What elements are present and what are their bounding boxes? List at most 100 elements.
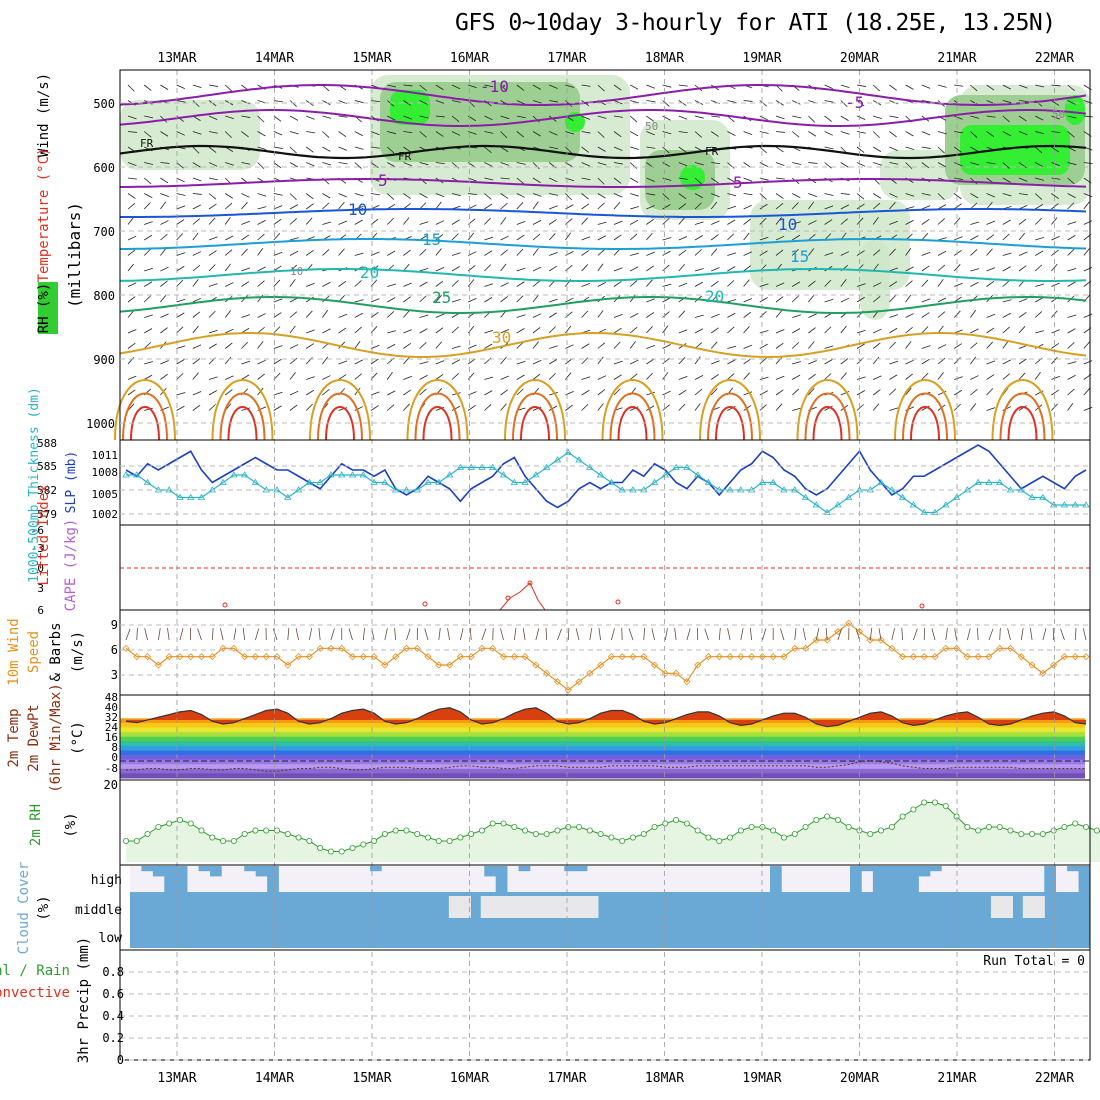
- cloud-high-bar: [244, 866, 257, 872]
- wind-barb: [759, 357, 767, 365]
- rh2m-marker: [975, 827, 982, 834]
- wind-barb: [646, 84, 655, 89]
- wind-barb: [824, 162, 832, 169]
- cloud-high-bar: [850, 866, 862, 892]
- wind-barb: [759, 131, 769, 134]
- wind-barb: [613, 177, 622, 184]
- wind-barb: [646, 312, 655, 318]
- isotherm-15: [120, 238, 1087, 250]
- wind10m-marker: [942, 644, 950, 652]
- rh2m-marker: [770, 827, 777, 834]
- wind-barb: [630, 84, 639, 90]
- rh2m-marker: [478, 827, 485, 834]
- wind-barb: [970, 342, 978, 349]
- wind-barb: [387, 283, 396, 287]
- wind10m-barb: [651, 628, 655, 641]
- wind-barb: [565, 325, 572, 334]
- wind-barb: [419, 281, 428, 287]
- wind-barb: [808, 360, 817, 365]
- rh2m-marker: [511, 824, 518, 831]
- wind-barb: [549, 193, 559, 196]
- wind-barb: [1067, 388, 1075, 396]
- wind-barb: [192, 372, 199, 380]
- precip-tick: 0.2: [102, 1031, 124, 1045]
- wind10m-barb: [394, 628, 397, 641]
- wind-barb: [143, 281, 153, 287]
- wind-barb: [1002, 312, 1011, 318]
- wind-barb: [435, 220, 445, 225]
- wind-barb: [630, 146, 639, 150]
- wind-barb: [176, 392, 186, 396]
- cloud-middle-gap: [555, 896, 567, 918]
- rh2m-marker: [220, 838, 227, 845]
- wind-barb: [662, 357, 670, 365]
- wind-barb: [970, 375, 979, 380]
- wind10m-marker: [187, 653, 195, 661]
- wind-barb: [646, 177, 655, 182]
- wind-barb: [176, 405, 185, 411]
- wind10m-marker: [176, 653, 184, 661]
- wind-barb: [710, 201, 718, 210]
- thickness-marker: [187, 493, 195, 500]
- wind10m-marker: [1082, 653, 1090, 661]
- isotherm-surface-loop: [715, 406, 745, 441]
- cloud-middle-gap: [448, 896, 461, 918]
- wind-barb: [630, 131, 639, 137]
- wind10m-barb: [500, 628, 504, 641]
- wind-barb: [921, 233, 929, 241]
- wind-barb: [225, 375, 234, 380]
- wind10m-marker: [564, 686, 572, 694]
- wind-barb: [500, 146, 509, 153]
- wind-barb: [192, 297, 202, 303]
- wind-barb: [338, 341, 346, 349]
- wind10m-barb: [727, 628, 731, 641]
- wind-barb: [257, 115, 265, 123]
- wind-barb: [549, 252, 558, 256]
- wind10m-barb: [144, 628, 148, 641]
- wind-barb: [354, 193, 364, 197]
- wind-barb: [532, 294, 539, 303]
- rh2m-marker: [565, 824, 572, 831]
- wind-barb: [176, 359, 185, 365]
- wind-barb: [225, 328, 234, 334]
- wind-barb: [581, 84, 591, 87]
- wind-barb: [581, 390, 590, 396]
- wind-barb: [403, 84, 413, 87]
- thickness-marker: [877, 478, 885, 485]
- wind-barb: [743, 311, 752, 318]
- wind-barb: [662, 218, 670, 225]
- cloud-high-bar: [770, 866, 782, 892]
- wind-barb: [516, 360, 526, 365]
- wind-barb: [532, 131, 541, 137]
- wind10m-barb: [704, 628, 709, 641]
- wind-barb: [1002, 84, 1012, 90]
- wind-barb: [597, 310, 604, 318]
- wind-barb: [694, 268, 704, 272]
- wind-barb: [970, 235, 979, 241]
- wind-barb: [581, 264, 589, 272]
- wind-barb: [678, 282, 688, 287]
- wind-barb: [484, 404, 492, 411]
- wind-barb: [241, 202, 248, 210]
- wind-barb: [1067, 177, 1075, 185]
- cloud-axis-title: Cloud Cover: [16, 862, 32, 955]
- wind10m-marker: [230, 644, 238, 652]
- rh2m-marker: [888, 824, 895, 831]
- wind-barb: [224, 310, 232, 318]
- wind10m-marker: [801, 644, 810, 652]
- wind-barb: [484, 193, 492, 200]
- wind-barb: [678, 115, 688, 120]
- wind-barb: [759, 283, 769, 287]
- wind-barb: [516, 281, 525, 287]
- wind10m-tick: 6: [111, 643, 118, 657]
- wind-barb: [759, 115, 769, 121]
- wind-barb: [484, 264, 492, 272]
- wind-barb: [322, 131, 330, 138]
- wind-barb: [208, 329, 218, 334]
- wind-barb: [889, 131, 897, 138]
- precip-axis-title: 3hr Precip (mm): [76, 937, 92, 1063]
- lifted-index-tick: -3: [31, 542, 44, 555]
- wind-barb: [808, 387, 815, 396]
- date-label-top: 17MAR: [547, 51, 586, 66]
- wind-barb: [678, 193, 687, 200]
